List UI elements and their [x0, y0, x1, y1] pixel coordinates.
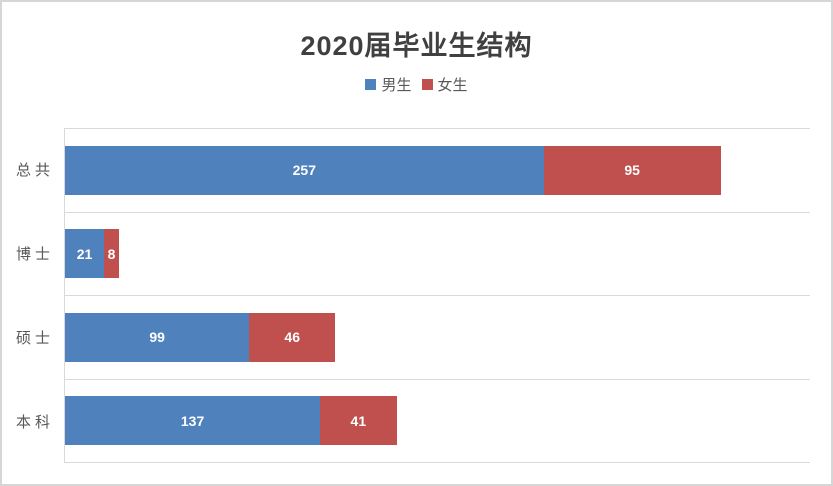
data-label: 41	[350, 412, 367, 429]
male-series-swatch	[365, 79, 377, 90]
legend-label-female: 女生	[437, 77, 468, 94]
bar-segment-female[interactable]: 8	[104, 229, 119, 279]
legend: 男生 女生	[2, 74, 831, 95]
legend-label-male: 男生	[381, 77, 412, 94]
data-label: 99	[149, 329, 165, 346]
bar-segment-female[interactable]: 95	[543, 145, 721, 195]
female-series-swatch	[421, 79, 433, 90]
plot-area: 257 95 21 8 99 46 137 41	[64, 128, 810, 463]
category-label: 硕士	[15, 329, 54, 347]
legend-item-female[interactable]: 女生	[421, 74, 468, 95]
bar-segment-female[interactable]: 46	[249, 312, 336, 362]
category-band: 257 95	[65, 129, 810, 213]
category-axis: 总共 博士 硕士 本科	[2, 128, 64, 463]
category-label: 博士	[15, 246, 54, 264]
bar-segment-male[interactable]: 257	[65, 145, 544, 195]
category-label: 本科	[15, 413, 54, 431]
data-label: 137	[180, 412, 205, 429]
data-label: 95	[624, 162, 640, 179]
data-label: 21	[76, 245, 93, 262]
stacked-bar: 137 41	[65, 396, 810, 446]
chart-body: 总共博士硕士本科 257 95 21 8 99 46 137 41	[2, 128, 831, 463]
category-band: 137 41	[65, 380, 810, 463]
category-band: 99 46	[65, 296, 810, 380]
category-band: 21 8	[65, 213, 810, 296]
stacked-bar: 21 8	[65, 229, 810, 279]
stacked-bar: 99 46	[65, 312, 810, 362]
chart-title: 2020届毕业生结构	[300, 31, 533, 61]
legend-item-male[interactable]: 男生	[365, 74, 412, 95]
data-label: 46	[284, 329, 300, 346]
bar-segment-female[interactable]: 41	[320, 396, 397, 446]
data-label: 8	[107, 245, 116, 262]
bar-segment-male[interactable]: 99	[65, 312, 250, 362]
bar-segment-male[interactable]: 137	[65, 396, 321, 446]
category-label: 总共	[15, 162, 54, 180]
stacked-bar: 257 95	[65, 145, 810, 195]
bar-segment-male[interactable]: 21	[65, 229, 105, 279]
data-label: 257	[292, 162, 316, 179]
